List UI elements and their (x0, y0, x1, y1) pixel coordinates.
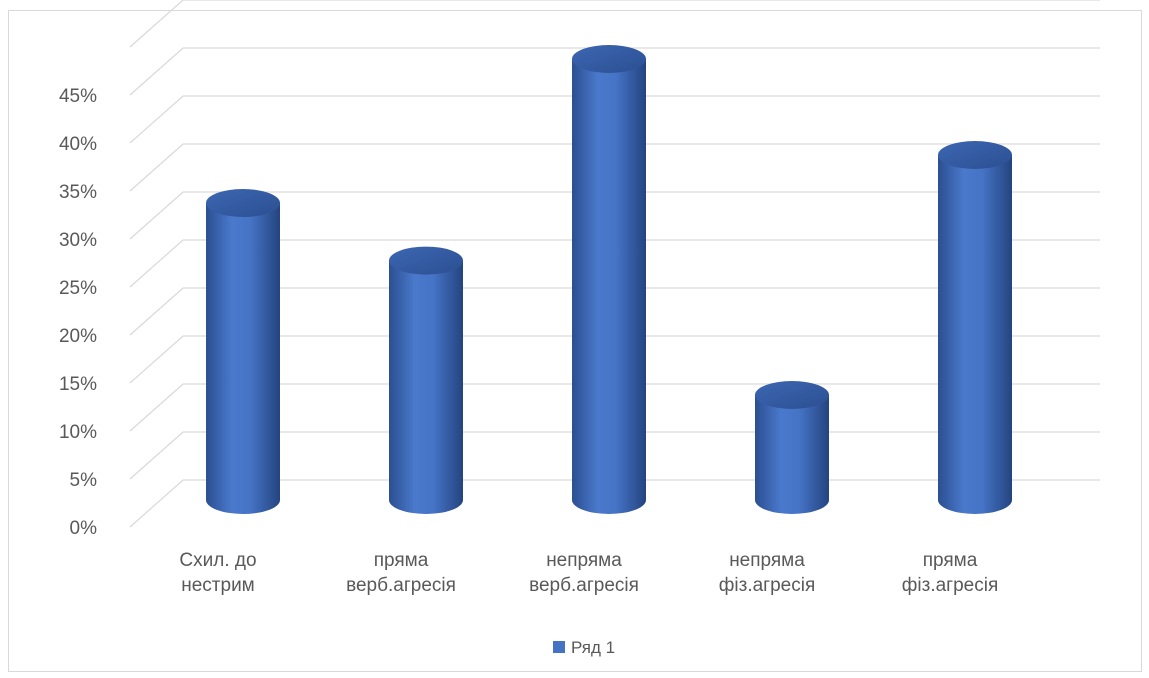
bar (755, 381, 829, 514)
y-tick-label: 15% (59, 374, 97, 395)
bar-body (389, 260, 463, 514)
y-tick-label: 35% (59, 182, 97, 203)
legend: Ряд 1 (553, 638, 615, 657)
bar (938, 141, 1012, 514)
y-tick-label: 45% (59, 86, 97, 107)
bar (389, 246, 463, 514)
bar-top (572, 45, 646, 73)
x-tick-label: непряма фіз.агресія (719, 550, 815, 596)
gridline-side (129, 143, 184, 192)
x-tick-label: пряма верб.агресія (346, 550, 456, 596)
y-tick-label: 0% (70, 518, 98, 539)
legend-label: Ряд 1 (571, 638, 615, 657)
bar-body (206, 203, 280, 514)
bar (572, 45, 646, 514)
gridline-side (129, 287, 184, 336)
x-tick-label: непряма верб.агресія (529, 550, 639, 596)
y-axis-ticks: 0% 5% 10% 15% 20% 25% 30% 35% 40% 45% (59, 86, 97, 539)
y-tick-label: 10% (59, 422, 97, 443)
gridline-side (129, 431, 184, 480)
bars (206, 45, 1012, 514)
bar-top (938, 141, 1012, 169)
y-tick-label: 25% (59, 278, 97, 299)
bar-top (755, 381, 829, 409)
gridline-side (129, 335, 184, 384)
bar (206, 189, 280, 514)
x-axis-ticks: Схил. до нестрим пряма верб.агресія непряма в… (179, 550, 998, 596)
gridline-side (129, 191, 184, 240)
gridline-side (129, 47, 184, 96)
bar-body (755, 395, 829, 514)
y-tick-label: 5% (70, 470, 98, 491)
bar-top (206, 189, 280, 217)
gridline-side (129, 0, 184, 48)
y-tick-label: 40% (59, 134, 97, 155)
y-tick-label: 20% (59, 326, 97, 347)
bar-body (572, 59, 646, 514)
bar-body (938, 155, 1012, 514)
gridline-side (129, 95, 184, 144)
gridline-side (129, 239, 184, 288)
x-tick-label: Схил. до нестрим (179, 550, 256, 596)
x-tick-label: пряма фіз.агресія (902, 550, 998, 596)
y-tick-label: 30% (59, 230, 97, 251)
gridline-side (129, 479, 184, 528)
gridline-side (129, 383, 184, 432)
legend-swatch (553, 641, 565, 653)
bar-top (389, 246, 463, 275)
